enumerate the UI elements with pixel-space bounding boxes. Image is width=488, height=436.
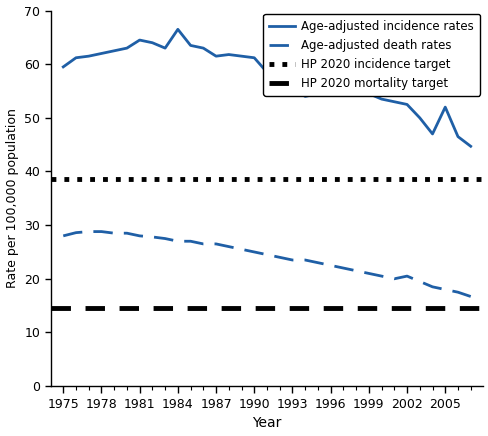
Legend: Age-adjusted incidence rates, Age-adjusted death rates, HP 2020 incidence target: Age-adjusted incidence rates, Age-adjust… xyxy=(263,14,479,95)
X-axis label: Year: Year xyxy=(252,416,281,430)
Y-axis label: Rate per 100,000 population: Rate per 100,000 population xyxy=(5,109,19,288)
